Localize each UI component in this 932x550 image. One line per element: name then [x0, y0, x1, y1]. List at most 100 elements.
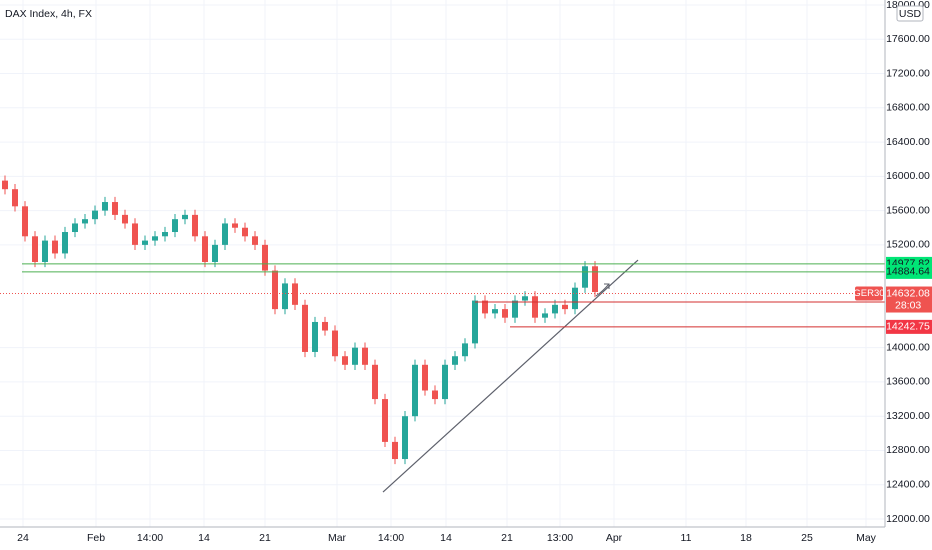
- candle-body: [582, 266, 588, 288]
- candle-body: [352, 347, 358, 365]
- candle-body: [172, 219, 178, 233]
- candle-body: [512, 300, 518, 318]
- level-label-box: [886, 319, 932, 334]
- candle-body: [252, 236, 258, 245]
- candle-body: [572, 287, 578, 310]
- candle-body: [242, 227, 248, 237]
- candle-body: [272, 270, 278, 310]
- candle-body: [432, 390, 438, 400]
- candle-body: [92, 210, 98, 220]
- plot: [0, 175, 885, 493]
- trend-line: [382, 259, 639, 493]
- candle-body: [82, 219, 88, 224]
- candle-body: [212, 244, 218, 262]
- countdown-label: 28:03: [895, 299, 921, 311]
- x-tick-label: 14: [440, 532, 452, 544]
- y-tick-label: 16800.00: [886, 102, 930, 114]
- x-tick-label: 21: [501, 532, 513, 544]
- candle-body: [232, 223, 238, 228]
- candle-body: [42, 240, 48, 262]
- candle-body: [372, 364, 378, 400]
- x-tick-label: 13:00: [547, 532, 573, 544]
- candle-body: [112, 202, 118, 215]
- candle-body: [312, 321, 318, 352]
- candle-body: [122, 214, 128, 224]
- candle-body: [502, 309, 508, 318]
- candle-body: [202, 236, 208, 262]
- candle-body: [462, 343, 468, 357]
- candle-body: [2, 180, 8, 190]
- x-tick-label: 25: [801, 532, 813, 544]
- candle-body: [342, 356, 348, 365]
- symbol-label: GER30: [853, 288, 884, 299]
- x-tick-label: Mar: [328, 532, 347, 544]
- candle-body: [22, 206, 28, 237]
- x-tick-label: 11: [681, 532, 692, 544]
- x-tick-label: 24: [17, 532, 29, 544]
- x-tick-label: 21: [259, 532, 271, 544]
- candle-body: [142, 240, 148, 245]
- candle-body: [392, 441, 398, 460]
- candle-body: [412, 364, 418, 417]
- candle-body: [192, 214, 198, 237]
- symbol-box: [855, 286, 883, 301]
- arrow-annotation: [595, 283, 610, 297]
- candle-body: [102, 202, 108, 211]
- x-tick-label: 14:00: [378, 532, 404, 544]
- candle-body: [522, 296, 528, 301]
- candle-body: [72, 223, 78, 233]
- candle-body: [132, 223, 138, 245]
- candle-body: [52, 240, 58, 254]
- candle-body: [482, 300, 488, 314]
- candle-body: [492, 309, 498, 314]
- candle-body: [62, 232, 68, 254]
- y-tick-label: 14000.00: [886, 341, 930, 353]
- candle-body: [152, 236, 158, 241]
- candle-body: [222, 223, 228, 245]
- y-tick-label: 16400.00: [886, 136, 930, 148]
- candle-body: [182, 214, 188, 220]
- candle-body: [592, 266, 598, 292]
- candle-body: [552, 304, 558, 314]
- level-label-box: [886, 264, 932, 279]
- candle-body: [442, 364, 448, 400]
- last-price-label: 14632.08: [886, 287, 930, 299]
- candle-body: [472, 300, 478, 344]
- currency: USD: [899, 8, 922, 20]
- candle-body: [332, 330, 338, 357]
- candle-body: [262, 244, 268, 271]
- x-tick-label: Feb: [87, 532, 105, 544]
- candle-body: [292, 283, 298, 305]
- y-tick-label: 16000.00: [886, 170, 930, 182]
- candle-body: [542, 313, 548, 318]
- candle-body: [382, 399, 388, 442]
- currency-box: [896, 5, 924, 22]
- y-tick-label: 15200.00: [886, 239, 930, 251]
- candle-body: [422, 364, 428, 391]
- last-price-box: [886, 286, 932, 313]
- y-tick-label: 17200.00: [886, 67, 930, 79]
- y-tick-label: 15600.00: [886, 204, 930, 216]
- candle-body: [532, 296, 538, 318]
- y-tick-label: 17600.00: [886, 33, 930, 45]
- x-tick-label: 14:00: [137, 532, 163, 544]
- x-tick-label: May: [856, 532, 877, 544]
- y-tick-label: 12400.00: [886, 479, 930, 491]
- level-label: 14242.75: [886, 321, 930, 333]
- candle-body: [12, 189, 18, 207]
- candle-body: [402, 416, 408, 460]
- y-tick-label: 13200.00: [886, 410, 930, 422]
- chart-title: DAX Index, 4h, FX: [5, 8, 92, 20]
- x-tick-label: 18: [740, 532, 752, 544]
- y-tick-label: 12800.00: [886, 444, 930, 456]
- candle-body: [302, 304, 308, 352]
- candle-body: [32, 236, 38, 262]
- candle-body: [322, 321, 328, 331]
- y-tick-label: 12000.00: [886, 513, 930, 525]
- y-tick-label: 18000.00: [886, 0, 930, 11]
- axes: 12000.00 12400.00 12800.00 13200.00 13600.00…: [17, 0, 932, 544]
- x-tick-label: Apr: [606, 532, 623, 544]
- candle-body: [562, 304, 568, 310]
